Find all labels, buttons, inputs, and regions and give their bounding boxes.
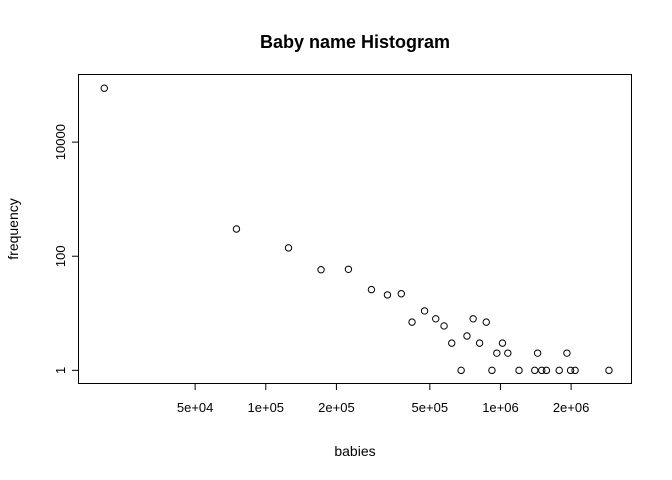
scatter-point xyxy=(498,339,507,347)
y-axis-label: frequency xyxy=(5,198,21,259)
plot-frame xyxy=(78,74,632,384)
scatter-point xyxy=(397,290,405,298)
scatter-point xyxy=(448,339,456,347)
scatter-point xyxy=(531,366,539,375)
data-points xyxy=(100,84,613,375)
scatter-point xyxy=(504,349,512,357)
scatter-point xyxy=(317,266,325,274)
chart-title: Baby name Histogram xyxy=(260,32,450,52)
scatter-point xyxy=(383,291,392,299)
scatter-point xyxy=(440,322,448,330)
scatter-point xyxy=(563,349,571,357)
scatter-point xyxy=(493,349,501,357)
x-axis: 5e+04 1e+05 2e+05 5e+05 1e+06 2e+06 xyxy=(177,383,590,415)
x-tick-label: 2e+06 xyxy=(553,400,590,415)
y-axis: 1 100 10000 xyxy=(53,124,79,374)
scatter-point xyxy=(538,366,546,375)
scatter-point xyxy=(232,225,241,233)
scatter-point xyxy=(100,84,108,92)
scatter-point xyxy=(542,366,551,375)
scatter-point xyxy=(488,366,496,375)
scatter-point xyxy=(344,265,353,273)
x-axis-label: babies xyxy=(334,443,375,459)
y-tick-label: 10000 xyxy=(53,124,68,160)
scatter-point xyxy=(469,315,477,323)
scatter-point xyxy=(284,244,293,252)
scatter-point xyxy=(463,332,471,340)
scatter-point xyxy=(432,315,440,323)
scatter-point xyxy=(533,349,542,357)
scatter-point xyxy=(475,339,484,347)
y-tick-label: 1 xyxy=(53,367,68,374)
x-tick-label: 1e+06 xyxy=(482,400,519,415)
scatter-point xyxy=(457,366,465,375)
scatter-point xyxy=(555,366,563,375)
y-tick-label: 100 xyxy=(53,245,68,267)
scatter-point xyxy=(571,366,579,375)
x-tick-label: 5e+04 xyxy=(177,400,214,415)
x-tick-label: 5e+05 xyxy=(412,400,449,415)
x-tick-label: 1e+05 xyxy=(248,400,285,415)
scatter-point xyxy=(566,366,575,375)
scatter-point xyxy=(482,318,490,326)
scatter-point xyxy=(367,285,376,294)
x-tick-label: 2e+05 xyxy=(318,400,355,415)
scatter-point xyxy=(515,366,523,375)
scatter-point xyxy=(420,307,429,315)
scatter-point xyxy=(408,318,416,326)
scatter-point xyxy=(605,366,613,375)
